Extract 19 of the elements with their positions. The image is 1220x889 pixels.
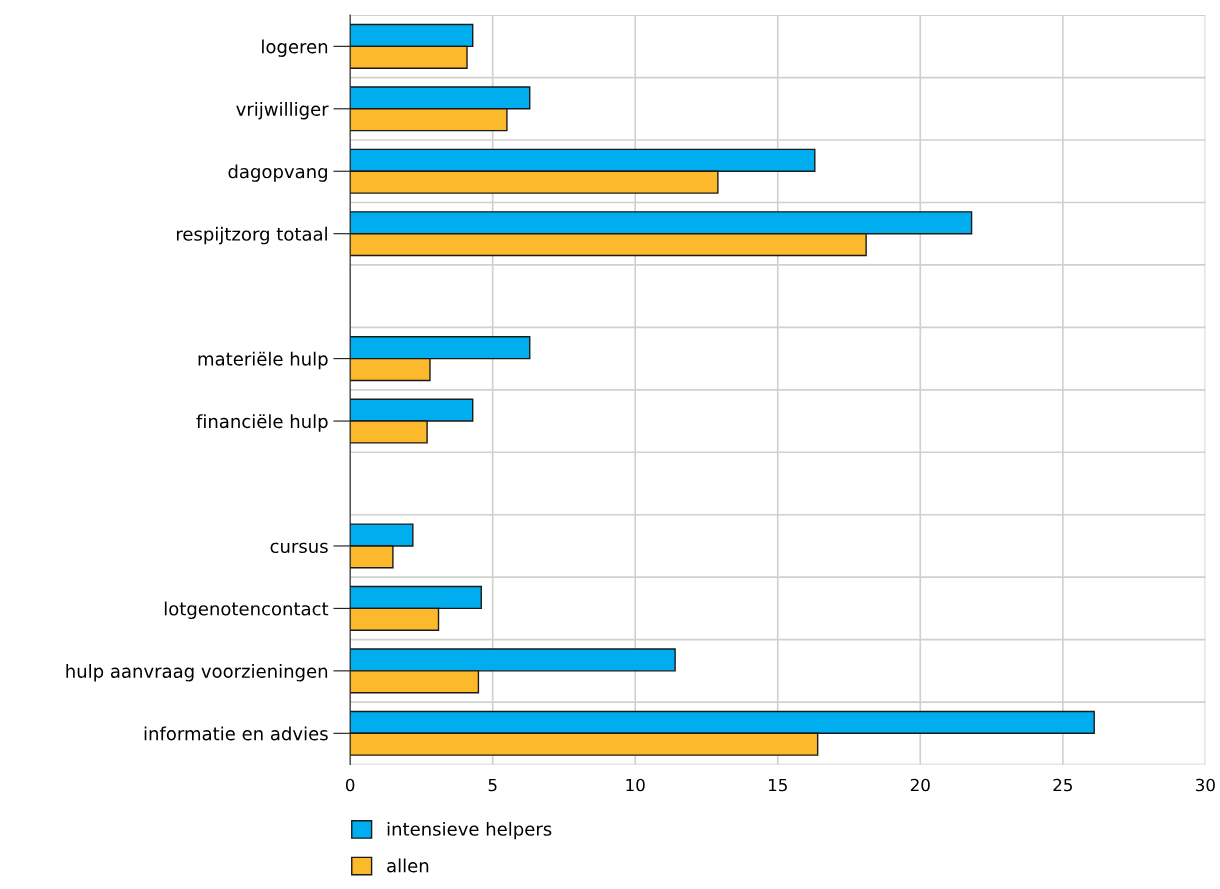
y-tick-label: vrijwilliger [236,101,329,120]
y-tick-label: dagopvang [228,164,327,182]
y-tick-label: logeren [262,39,328,57]
x-tick-label: 5 [488,778,497,792]
y-tick-label: materiële hulp [198,351,328,370]
x-tick-label: 25 [1053,778,1072,792]
y-tick-label: respijtzorg totaal [176,226,327,245]
x-tick-label: 10 [626,778,645,792]
x-tick-label: 20 [910,778,930,792]
y-tick-label: informatie en advies [144,726,328,741]
legend-label: allen [387,858,429,873]
y-tick-label: lotgenotencontact [164,601,329,620]
y-tick-label: hulp aanvraag voorzieningen [66,664,328,682]
y-tick-label: cursus [270,542,328,554]
x-tick-label: 0 [345,778,355,792]
legend-label: intensieve helpers [387,821,552,840]
y-tick-label: financiële hulp [196,414,328,432]
x-tick-label: 30 [1196,778,1215,792]
x-tick-label: 15 [768,778,787,792]
